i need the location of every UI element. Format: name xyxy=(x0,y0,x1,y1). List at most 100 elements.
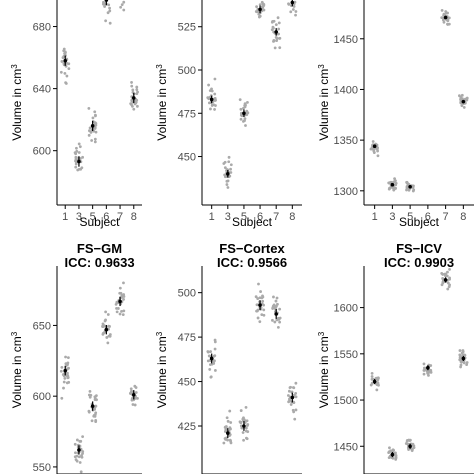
data-point xyxy=(223,166,227,170)
mean-point xyxy=(443,278,448,282)
data-point xyxy=(270,28,274,32)
y-tick-label: 600 xyxy=(33,391,51,403)
data-point xyxy=(441,277,445,280)
data-point xyxy=(67,67,71,71)
y-tick-label: 525 xyxy=(178,22,196,34)
mean-point xyxy=(290,0,295,5)
mean-point xyxy=(209,97,214,102)
data-point xyxy=(74,157,78,161)
data-point xyxy=(213,77,217,81)
data-point xyxy=(394,451,397,455)
data-point xyxy=(272,38,276,42)
mean-point xyxy=(90,404,95,408)
data-point xyxy=(406,181,409,185)
data-point xyxy=(67,62,71,66)
x-tick-label: 3 xyxy=(225,211,231,223)
data-point xyxy=(294,13,297,17)
mean-point xyxy=(390,182,395,187)
data-point xyxy=(74,152,78,156)
data-point xyxy=(223,160,227,164)
data-point xyxy=(224,425,228,428)
mean-point xyxy=(209,356,214,361)
data-point xyxy=(122,298,125,301)
data-point xyxy=(465,361,469,364)
data-point xyxy=(405,439,409,442)
data-point xyxy=(407,188,411,192)
data-point xyxy=(238,98,242,102)
data-point xyxy=(226,168,230,172)
data-point xyxy=(376,154,380,158)
data-point xyxy=(74,159,78,163)
data-point xyxy=(394,186,398,190)
data-point xyxy=(105,336,109,339)
data-point xyxy=(394,181,398,185)
mean-point xyxy=(77,159,81,164)
data-point xyxy=(256,316,260,320)
data-point xyxy=(254,295,258,299)
data-point xyxy=(209,375,213,379)
data-point xyxy=(80,166,84,170)
data-point xyxy=(134,396,137,400)
data-point xyxy=(62,380,66,384)
y-axis-title-superscript: 3 xyxy=(155,64,164,69)
y-axis-title: Volume in cm3 xyxy=(10,331,24,408)
data-point xyxy=(241,417,245,421)
data-point xyxy=(93,137,97,141)
data-point xyxy=(276,325,280,329)
y-tick-label: 425 xyxy=(178,421,196,433)
data-point xyxy=(130,81,133,84)
data-point xyxy=(448,283,452,287)
data-point xyxy=(271,318,274,322)
data-point xyxy=(272,295,275,299)
data-point xyxy=(93,121,97,125)
data-point xyxy=(73,442,77,446)
data-point xyxy=(122,309,126,313)
mean-point xyxy=(258,303,262,307)
y-tick-label: 680 xyxy=(33,22,51,34)
data-point xyxy=(88,126,92,130)
mean-point xyxy=(63,58,68,63)
data-point xyxy=(462,106,466,109)
data-point xyxy=(258,3,262,7)
data-point xyxy=(440,8,444,12)
mean-point xyxy=(131,96,136,100)
data-point xyxy=(78,461,82,464)
data-point xyxy=(458,94,461,98)
data-point xyxy=(291,8,295,11)
data-point xyxy=(213,338,217,342)
data-point xyxy=(129,387,133,391)
data-point xyxy=(275,39,279,43)
data-point xyxy=(87,106,91,110)
data-point xyxy=(74,162,78,166)
data-point xyxy=(130,84,134,88)
data-point xyxy=(375,388,379,392)
data-point xyxy=(75,149,79,153)
data-point xyxy=(460,104,464,108)
x-tick-label: 5 xyxy=(90,211,96,223)
data-point xyxy=(246,430,250,434)
data-point xyxy=(271,25,275,29)
data-point xyxy=(78,439,82,443)
data-point xyxy=(87,410,91,414)
data-point xyxy=(276,302,279,306)
data-point xyxy=(242,119,245,123)
panel-title: FS−Cortex xyxy=(219,241,285,256)
data-point xyxy=(293,417,297,421)
mean-point xyxy=(131,392,136,397)
data-point xyxy=(262,308,266,312)
data-point xyxy=(245,109,249,113)
data-point xyxy=(213,92,217,96)
data-point xyxy=(447,16,451,20)
y-axis-title: Volume in cm3 xyxy=(317,331,331,408)
data-point xyxy=(287,400,291,404)
mean-point xyxy=(118,299,122,304)
data-point xyxy=(246,101,249,104)
data-point xyxy=(120,294,124,298)
data-point xyxy=(260,313,264,316)
data-point xyxy=(374,376,378,380)
data-point xyxy=(294,408,298,412)
data-point xyxy=(425,370,429,373)
data-point xyxy=(261,299,265,303)
